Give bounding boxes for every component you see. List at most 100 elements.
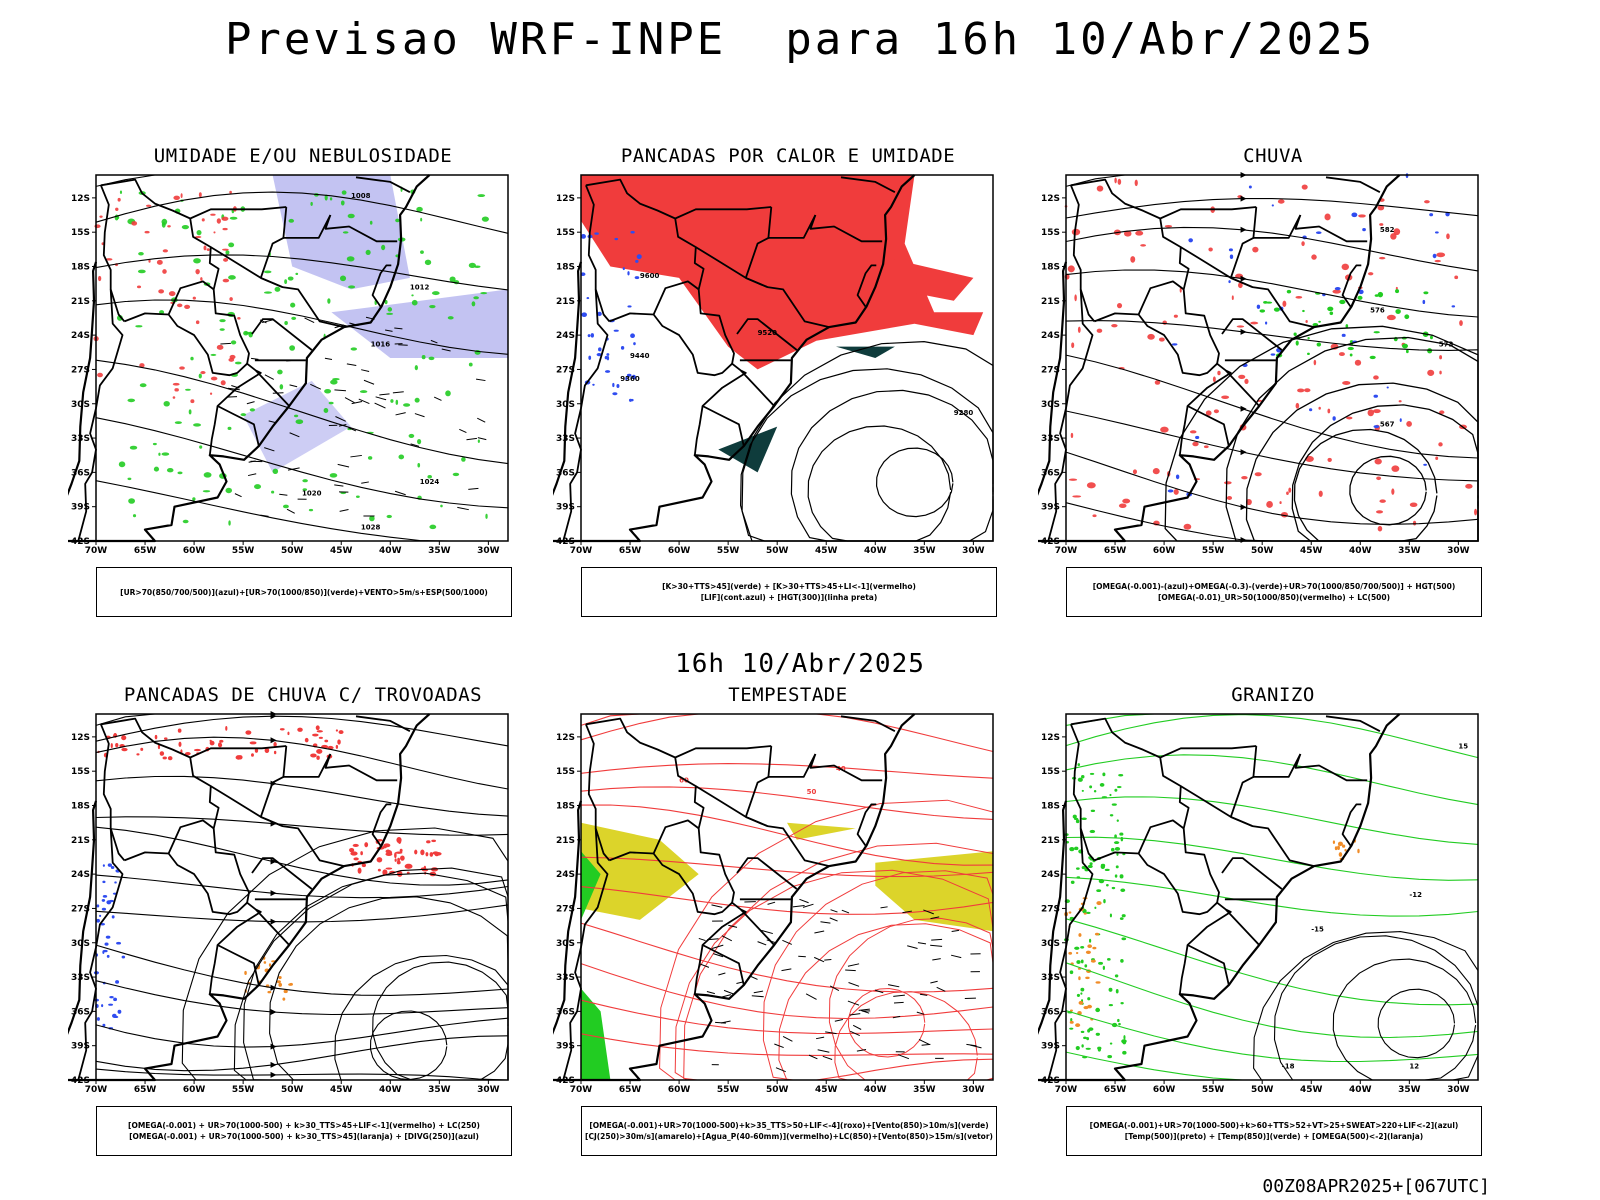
thickness-contour-mark: [105, 258, 113, 261]
temp850-contour-mark: [1080, 1030, 1085, 1033]
temp850-contour-mark: [1077, 777, 1083, 782]
lat-label: 30S: [556, 400, 575, 410]
rain-heavy-cell: [1327, 306, 1334, 312]
wind-vector: [820, 921, 831, 924]
wind-vector: [379, 393, 390, 396]
convective-region: [718, 426, 778, 473]
lifted-index-contour: [598, 347, 602, 352]
lat-label: 21S: [71, 836, 90, 846]
lat-label: 42S: [556, 537, 575, 547]
streamline-vortex: [369, 1010, 448, 1081]
legend-line: [CJ(250)>30m/s](amarelo)+[Agua_P(40-60mm…: [585, 1132, 993, 1141]
thickness-contour-mark: [222, 248, 229, 251]
omega-region: [1069, 1020, 1074, 1024]
political-border: [674, 745, 772, 759]
rain-region: [1459, 320, 1463, 326]
temp850-contour-mark: [1081, 866, 1086, 870]
temp850-contour-mark: [1108, 1003, 1113, 1007]
political-border: [585, 178, 747, 447]
storm-cell: [338, 730, 344, 735]
temp850-contour-mark: [1107, 958, 1111, 961]
thickness-contour-mark: [136, 285, 142, 289]
rain-region: [1373, 375, 1379, 380]
humidity-low-cell: [174, 421, 182, 425]
lat-label: 15S: [1041, 767, 1060, 777]
rain-heavy-cell: [1402, 343, 1408, 349]
rain-heavy-cell: [1286, 289, 1292, 294]
rain-region: [1304, 388, 1311, 393]
humidity-low-cell: [203, 472, 212, 478]
wind-vector: [892, 1015, 901, 1019]
thickness-contour-mark: [201, 218, 205, 222]
political-border: [693, 944, 704, 995]
political-border: [736, 318, 798, 351]
rain-region: [1122, 498, 1131, 504]
temp850-contour-mark: [1081, 789, 1084, 792]
lat-label: 12S: [1041, 733, 1060, 743]
contour-label: 1024: [420, 478, 440, 486]
lon-label: 60W: [1153, 546, 1176, 556]
wind-vector: [782, 939, 792, 945]
storm-cell: [316, 730, 323, 733]
rain-omega-cell: [1451, 305, 1456, 308]
storm-cell: [304, 737, 309, 743]
temp850-contour-mark: [1123, 1035, 1126, 1040]
storm-cell: [245, 730, 252, 735]
temp850-contour-mark: [1108, 987, 1113, 992]
wind-vector: [849, 1013, 861, 1016]
temp850-contour-mark: [1116, 786, 1122, 789]
contour-label: 60: [679, 777, 689, 785]
wind-vector: [728, 924, 738, 928]
divergence-cell: [102, 950, 105, 954]
contour-label: 1012: [410, 283, 430, 291]
divergence-cell: [101, 1004, 104, 1008]
lon-label: 40W: [379, 546, 402, 556]
thickness-contour-mark: [200, 371, 206, 375]
temp850-contour-mark: [1109, 913, 1113, 918]
humidity-low-cell: [181, 225, 189, 230]
humidity-low-cell: [254, 484, 262, 490]
humidity-low-cell: [153, 466, 160, 472]
wind-vector: [775, 1067, 786, 1073]
panel-trovoadas: PANCADAS DE CHUVA C/ TROVOADAS 12S 15S 18S…: [68, 684, 538, 1174]
thunder-cell: [267, 990, 272, 994]
streamline: [95, 191, 509, 234]
political-border: [1178, 405, 1189, 456]
streamline-arrow: [270, 737, 277, 744]
wind-vector: [706, 991, 715, 995]
wind-vector: [753, 990, 764, 994]
wind-vector: [385, 329, 393, 332]
divergence-cell: [106, 900, 112, 905]
omega-region: [1085, 950, 1091, 955]
wind-vector: [761, 929, 773, 935]
rain-heavy-cell: [1357, 295, 1363, 300]
wind-vector: [893, 994, 905, 997]
lon-label: 45W: [815, 1085, 838, 1095]
political-border: [255, 369, 290, 407]
temp850-contour-mark: [1074, 846, 1079, 851]
rain-heavy-cell: [1295, 340, 1299, 346]
humidity-low-cell: [225, 487, 233, 494]
lat-label: 24S: [556, 870, 575, 880]
thunder-cell: [282, 997, 286, 1001]
lifted-index-contour: [616, 384, 620, 389]
rain-region: [1327, 408, 1331, 414]
rain-omega-cell: [1188, 238, 1193, 243]
temp850-contour-mark: [1120, 1001, 1124, 1005]
rain-region: [1318, 406, 1321, 410]
humidity-low-cell: [420, 217, 423, 222]
rain-region: [1266, 501, 1273, 508]
thickness-contour-mark: [213, 231, 216, 234]
political-border: [1070, 178, 1232, 447]
streamline: [1065, 836, 1479, 881]
wind-vector: [430, 339, 438, 344]
political-border: [693, 405, 704, 456]
rain-region: [1439, 355, 1443, 360]
lat-label: 36S: [1041, 468, 1060, 478]
rain-region: [1391, 465, 1400, 472]
humidity-low-cell: [411, 299, 418, 306]
storm-cell: [209, 739, 212, 742]
wind-vector: [351, 401, 363, 405]
lat-label: 18S: [556, 802, 575, 812]
humidity-low-cell: [302, 488, 308, 491]
